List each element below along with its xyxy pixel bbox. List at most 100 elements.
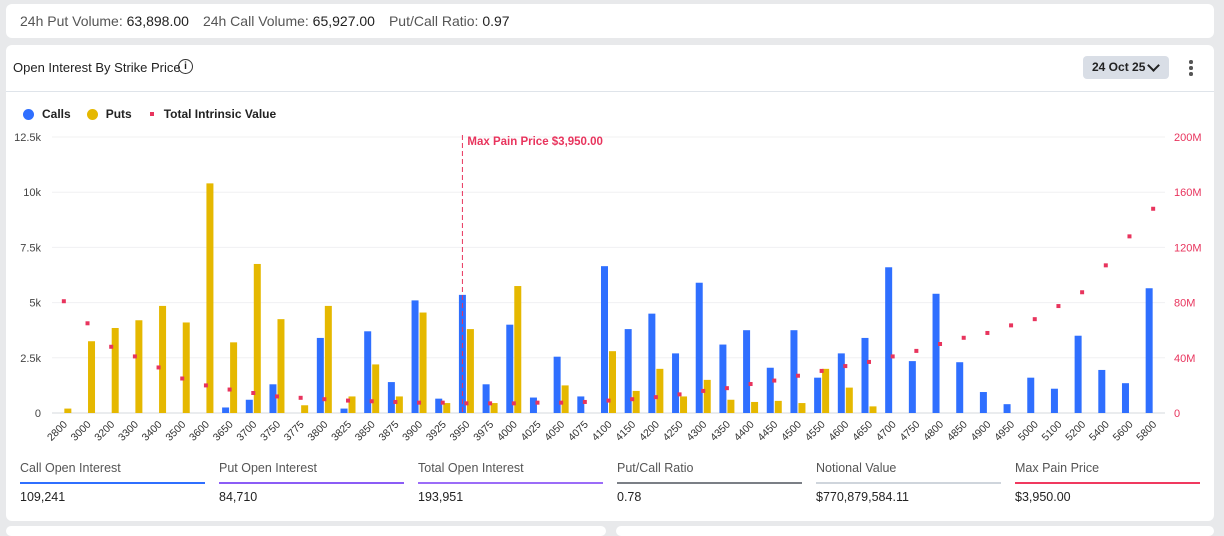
calls-bar[interactable] <box>1145 288 1153 413</box>
calls-bar[interactable] <box>364 331 372 413</box>
puts-bar[interactable] <box>869 406 877 413</box>
intrinsic-value-point[interactable] <box>322 397 327 402</box>
puts-bar[interactable] <box>324 305 332 413</box>
intrinsic-value-point[interactable] <box>1080 290 1085 295</box>
intrinsic-value-point[interactable] <box>109 344 114 349</box>
puts-bar[interactable] <box>680 396 688 413</box>
intrinsic-value-point[interactable] <box>1127 234 1132 239</box>
calls-bar[interactable] <box>743 330 751 413</box>
calls-bar[interactable] <box>269 384 277 413</box>
intrinsic-value-point[interactable] <box>890 354 895 359</box>
intrinsic-value-point[interactable] <box>417 400 422 405</box>
intrinsic-value-point[interactable] <box>369 399 374 404</box>
intrinsic-value-point[interactable] <box>961 335 966 340</box>
calls-bar[interactable] <box>1027 377 1035 413</box>
calls-bar[interactable] <box>411 300 419 413</box>
intrinsic-value-point[interactable] <box>156 365 161 370</box>
intrinsic-value-point[interactable] <box>653 395 658 400</box>
intrinsic-value-point[interactable] <box>606 398 611 403</box>
puts-bar[interactable] <box>64 408 72 413</box>
intrinsic-value-point[interactable] <box>630 397 635 402</box>
puts-bar[interactable] <box>395 396 403 413</box>
intrinsic-value-point[interactable] <box>180 376 185 381</box>
intrinsic-value-point[interactable] <box>914 348 919 353</box>
puts-bar[interactable] <box>182 322 190 413</box>
puts-bar[interactable] <box>703 379 711 413</box>
info-icon[interactable]: i <box>178 59 193 74</box>
calls-bar[interactable] <box>1050 388 1058 413</box>
intrinsic-value-point[interactable] <box>772 378 777 383</box>
calls-bar[interactable] <box>316 337 324 413</box>
calls-bar[interactable] <box>837 353 845 413</box>
calls-bar[interactable] <box>553 356 561 413</box>
puts-bar[interactable] <box>822 368 830 413</box>
intrinsic-value-point[interactable] <box>724 386 729 391</box>
puts-bar[interactable] <box>230 342 238 413</box>
calls-bar[interactable] <box>601 266 608 413</box>
puts-bar[interactable] <box>277 319 285 413</box>
intrinsic-value-point[interactable] <box>346 398 351 403</box>
puts-bar[interactable] <box>466 329 474 413</box>
calls-bar[interactable] <box>885 267 893 413</box>
intrinsic-value-point[interactable] <box>1151 206 1156 211</box>
calls-bar[interactable] <box>695 282 703 413</box>
puts-bar[interactable] <box>774 400 782 413</box>
intrinsic-value-point[interactable] <box>748 382 753 387</box>
intrinsic-value-point[interactable] <box>274 394 279 399</box>
calls-bar[interactable] <box>790 330 798 413</box>
intrinsic-value-point[interactable] <box>819 368 824 373</box>
calls-bar[interactable] <box>908 361 916 413</box>
intrinsic-value-point[interactable] <box>203 383 208 388</box>
calls-bar[interactable] <box>1003 404 1011 413</box>
calls-bar[interactable] <box>435 398 443 413</box>
calls-bar[interactable] <box>577 396 585 413</box>
calls-bar[interactable] <box>956 362 964 413</box>
intrinsic-value-point[interactable] <box>582 399 587 404</box>
intrinsic-value-point[interactable] <box>61 299 66 304</box>
intrinsic-value-point[interactable] <box>701 388 706 393</box>
intrinsic-value-point[interactable] <box>440 400 445 405</box>
intrinsic-value-point[interactable] <box>1009 323 1014 328</box>
calls-bar[interactable] <box>979 392 987 413</box>
intrinsic-value-point[interactable] <box>511 401 516 406</box>
puts-bar[interactable] <box>348 396 356 413</box>
intrinsic-value-point[interactable] <box>464 401 469 406</box>
puts-bar[interactable] <box>253 263 261 413</box>
intrinsic-value-point[interactable] <box>227 387 232 392</box>
intrinsic-value-point[interactable] <box>85 321 90 326</box>
puts-bar[interactable] <box>514 286 522 413</box>
calls-bar[interactable] <box>932 293 940 413</box>
more-options-icon[interactable] <box>1189 60 1193 78</box>
puts-bar[interactable] <box>419 312 427 413</box>
intrinsic-value-point[interactable] <box>251 390 256 395</box>
puts-bar[interactable] <box>135 320 143 413</box>
legend-puts[interactable]: Puts <box>86 107 132 121</box>
puts-bar[interactable] <box>372 364 380 413</box>
intrinsic-value-point[interactable] <box>298 395 303 400</box>
puts-bar[interactable] <box>159 305 167 413</box>
puts-bar[interactable] <box>727 399 735 413</box>
intrinsic-value-point[interactable] <box>677 392 682 397</box>
intrinsic-value-point[interactable] <box>843 364 848 369</box>
calls-bar[interactable] <box>719 344 727 413</box>
legend-intrinsic[interactable]: Total Intrinsic Value <box>148 107 276 121</box>
puts-bar[interactable] <box>443 403 451 413</box>
calls-bar[interactable] <box>340 408 348 413</box>
intrinsic-value-point[interactable] <box>393 399 398 404</box>
intrinsic-value-point[interactable] <box>985 330 990 335</box>
intrinsic-value-point[interactable] <box>1032 317 1037 322</box>
intrinsic-value-point[interactable] <box>488 401 493 406</box>
calls-bar[interactable] <box>672 353 680 413</box>
expiry-date-dropdown[interactable]: 24 Oct 25 <box>1083 56 1169 79</box>
calls-bar[interactable] <box>506 324 514 413</box>
puts-bar[interactable] <box>632 390 640 413</box>
intrinsic-value-point[interactable] <box>795 373 800 378</box>
calls-bar[interactable] <box>648 313 656 413</box>
legend-calls[interactable]: Calls <box>23 107 71 121</box>
calls-bar[interactable] <box>222 407 230 413</box>
intrinsic-value-point[interactable] <box>1056 304 1061 309</box>
puts-bar[interactable] <box>301 405 309 413</box>
calls-bar[interactable] <box>766 367 774 413</box>
puts-bar[interactable] <box>490 403 498 413</box>
intrinsic-value-point[interactable] <box>132 354 137 359</box>
